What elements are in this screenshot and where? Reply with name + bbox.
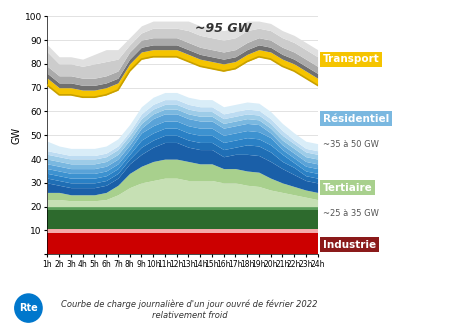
Text: ~25 à 35 GW: ~25 à 35 GW [323,209,379,218]
Text: ~35 à 50 GW: ~35 à 50 GW [323,140,379,149]
Text: ~95 GW: ~95 GW [195,22,252,35]
Text: Rte: Rte [19,303,38,313]
Circle shape [15,294,42,322]
Text: Courbe de charge journalière d'un jour ouvré de février 2022
relativement froid: Courbe de charge journalière d'un jour o… [61,300,318,320]
Text: Industrie: Industrie [323,240,376,250]
Text: Transport: Transport [323,54,380,64]
Y-axis label: GW: GW [12,127,22,144]
Text: Tertiaire: Tertiaire [323,183,373,193]
Text: Résidentiel: Résidentiel [323,114,389,124]
